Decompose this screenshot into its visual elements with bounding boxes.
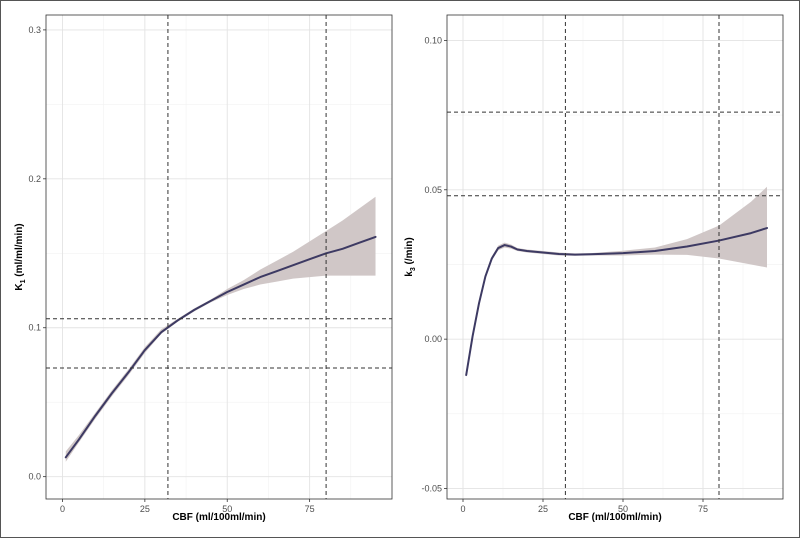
panel-border <box>446 14 784 500</box>
y-tick-label: 0.00 <box>424 334 442 344</box>
x-tick-label: 50 <box>222 504 232 514</box>
y-tick-label: 0.2 <box>28 174 41 184</box>
y-axis-title: K1 (ml/ml/min) <box>14 223 27 290</box>
y-tick-label: 0.0 <box>28 472 41 482</box>
y-tick-label: -0.05 <box>421 484 442 494</box>
x-tick-label: 50 <box>618 504 628 514</box>
y-tick-label: 0.1 <box>28 323 41 333</box>
y-axis-title-unit: (/min) <box>404 237 415 267</box>
x-tick-label: 25 <box>538 504 548 514</box>
y-tick-label: 0.05 <box>424 185 442 195</box>
y-tick-label: 0.3 <box>28 25 41 35</box>
y-axis-title-main: K <box>14 283 25 291</box>
chart-panel-2: 0 25 50 75 -0.05 0.00 0.05 0.10 CBF (ml/100ml/mi… <box>404 14 784 523</box>
y-axis-title: k3 (/min) <box>404 237 417 276</box>
y-axis-title-unit: (ml/ml/min) <box>14 223 25 279</box>
y-axis-title-subscript: 3 <box>410 267 417 271</box>
x-tick-label: 0 <box>60 504 65 514</box>
x-axis-title: CBF (ml/100ml/min) <box>568 512 661 523</box>
chart-panel-1: 0 25 50 75 0.0 0.1 0.2 0.3 CBF (ml/100ml/min) K1 … <box>14 14 393 523</box>
y-axis-title-subscript: 1 <box>20 279 27 283</box>
x-tick-label: 25 <box>140 504 150 514</box>
x-tick-label: 75 <box>305 504 315 514</box>
panel-border <box>45 14 393 500</box>
x-tick-label: 75 <box>698 504 708 514</box>
y-tick-label: 0.10 <box>424 35 442 45</box>
fit-line <box>465 227 768 377</box>
fit-line <box>64 235 377 459</box>
x-axis-title: CBF (ml/100ml/min) <box>172 512 265 523</box>
x-tick-label: 0 <box>460 504 465 514</box>
y-axis-title-main: k <box>404 271 415 277</box>
